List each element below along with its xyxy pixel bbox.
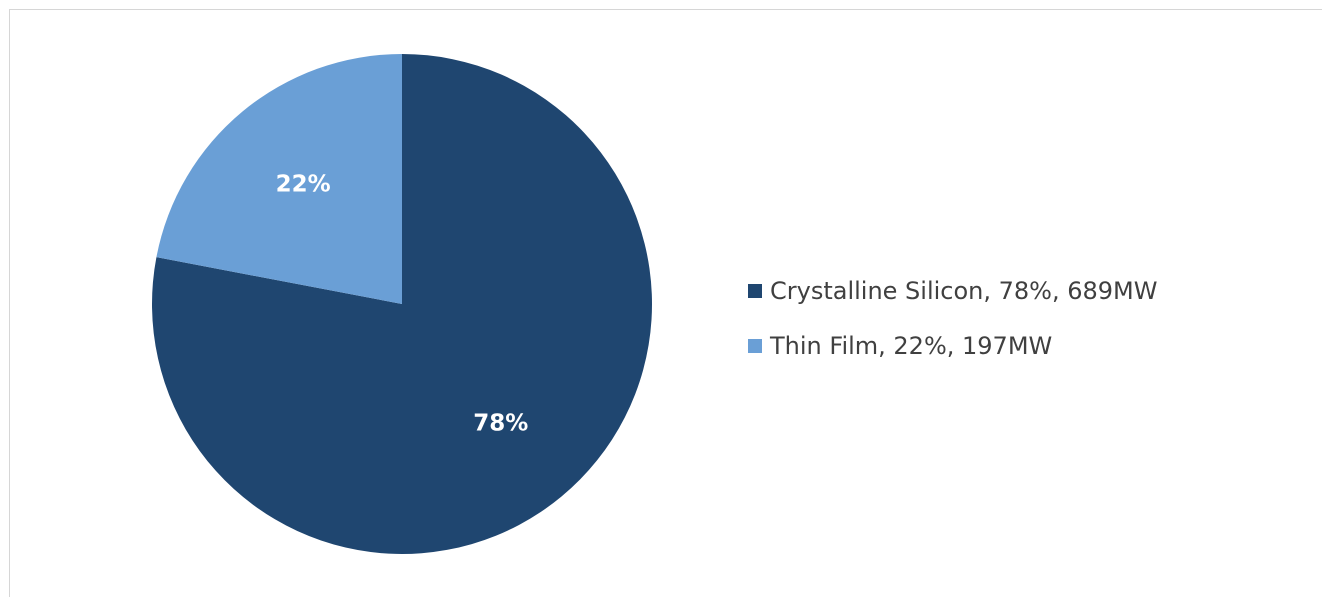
legend-label-thin-film: Thin Film, 22%, 197MW xyxy=(770,332,1053,360)
legend-swatch-thin-film xyxy=(748,339,762,353)
legend-swatch-crystalline-silicon xyxy=(748,284,762,298)
legend-item-crystalline-silicon: Crystalline Silicon, 78%, 689MW xyxy=(748,272,1158,310)
legend-item-thin-film: Thin Film, 22%, 197MW xyxy=(748,327,1158,365)
pie-slice-crystalline-silicon xyxy=(151,54,652,554)
chart-frame xyxy=(9,9,1322,597)
pie-slice-thin-film xyxy=(156,53,402,305)
data-label-thin-film: 22% xyxy=(276,172,331,198)
legend: Crystalline Silicon, 78%, 689MW Thin Fil… xyxy=(748,272,1158,382)
legend-label-crystalline-silicon: Crystalline Silicon, 78%, 689MW xyxy=(770,277,1158,305)
data-label-crystalline-silicon: 78% xyxy=(473,410,528,436)
